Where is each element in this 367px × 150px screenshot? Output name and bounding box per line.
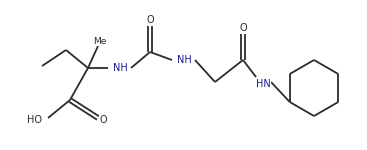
- Text: O: O: [99, 115, 107, 125]
- Text: Me: Me: [93, 36, 107, 45]
- Text: NH: NH: [177, 55, 191, 65]
- Text: NH: NH: [113, 63, 127, 73]
- Text: O: O: [146, 15, 154, 25]
- Text: HN: HN: [256, 79, 270, 89]
- Text: HO: HO: [28, 115, 43, 125]
- Text: O: O: [239, 23, 247, 33]
